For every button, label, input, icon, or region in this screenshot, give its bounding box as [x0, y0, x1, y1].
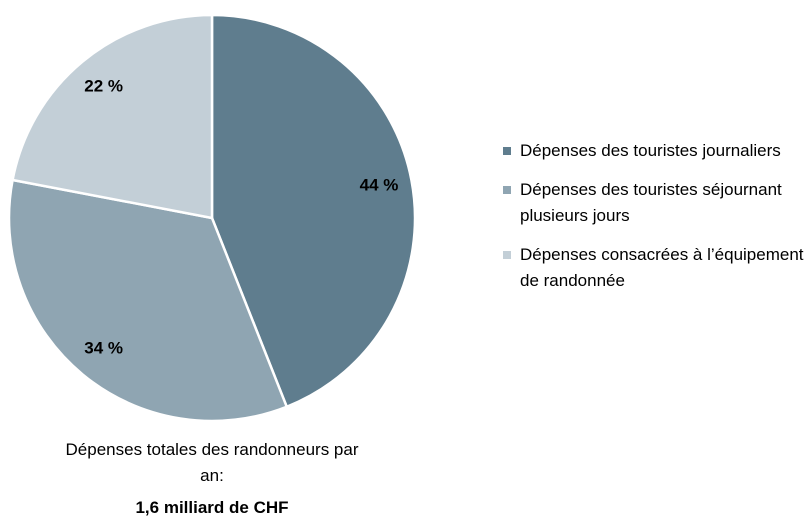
legend-item: Dépenses consacrées à l’équipement de ra… [503, 242, 806, 294]
legend-item: Dépenses des touristes séjournant plusie… [503, 177, 806, 229]
data-label: 44 % [360, 176, 399, 195]
caption: Dépenses totales des randonneurs par an: [65, 440, 359, 485]
legend-swatch [503, 186, 511, 194]
pie-slice [210, 13, 417, 409]
pie-slice [7, 178, 289, 423]
pie-slice [11, 13, 214, 220]
legend-swatch [503, 147, 511, 155]
data-label: 34 % [84, 338, 123, 357]
caption-value: 1,6 milliard de CHF [135, 498, 289, 517]
legend-label: Dépenses des touristes journaliers [520, 141, 781, 160]
legend-swatch [503, 251, 511, 259]
data-label: 22 % [84, 76, 123, 95]
legend: Dépenses des touristes journaliers Dépens… [503, 138, 809, 307]
legend-item: Dépenses des touristes journaliers [503, 138, 806, 164]
legend-label: Dépenses des touristes séjournant plusie… [520, 180, 782, 225]
legend-label: Dépenses consacrées à l’équipement de ra… [520, 245, 804, 290]
